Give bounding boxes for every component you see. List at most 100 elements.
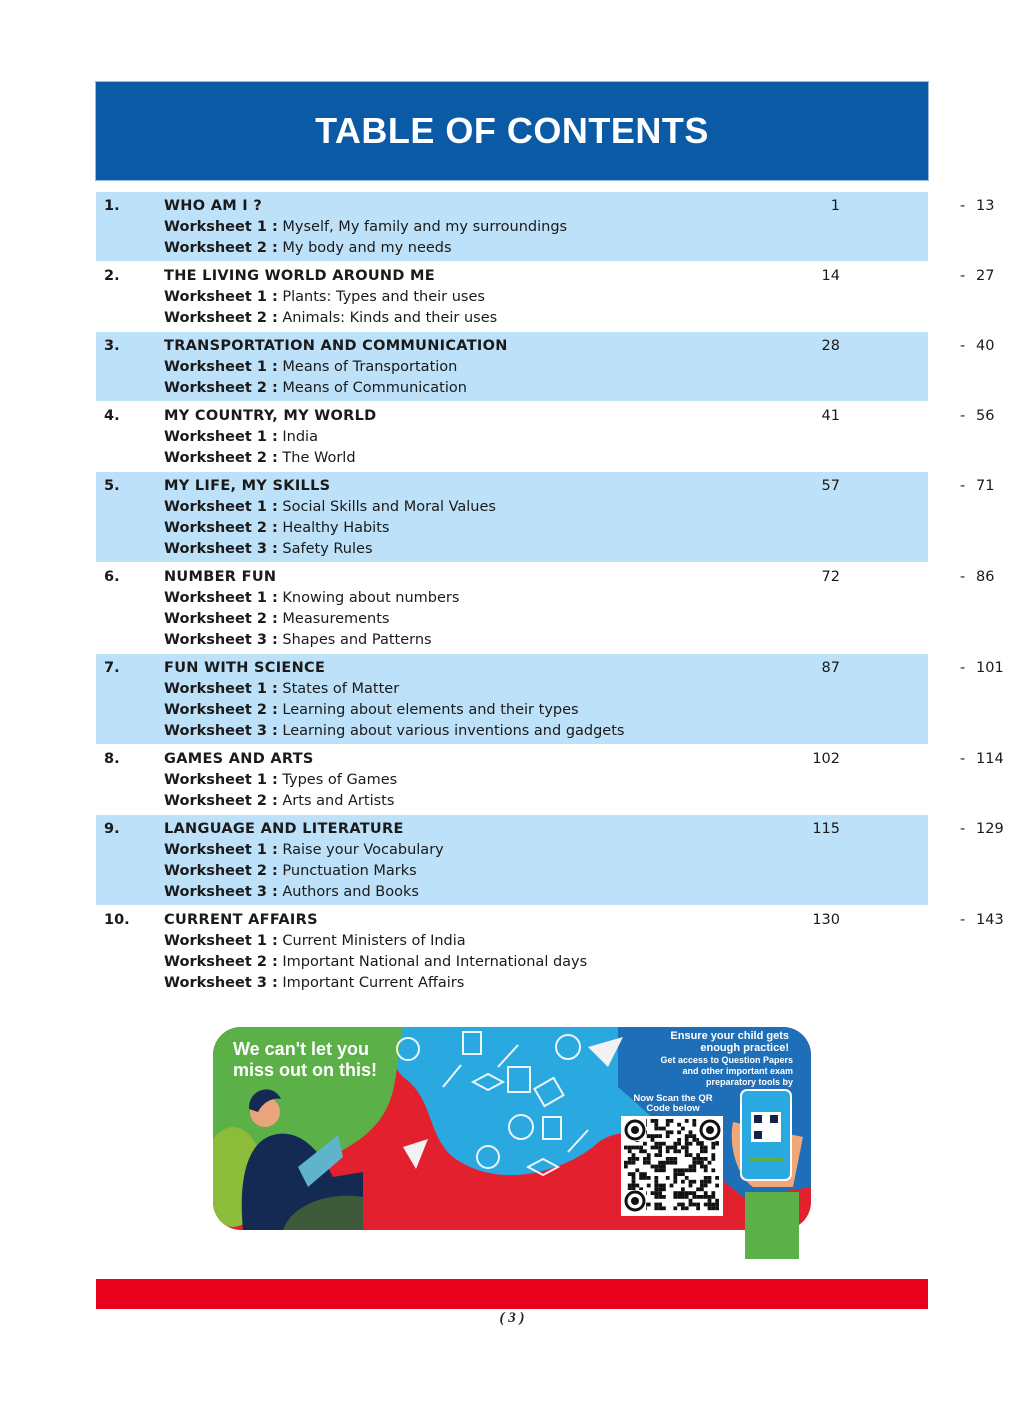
toc-row[interactable]: 8. GAMES AND ARTS Worksheet 1 : Types of … <box>96 744 1004 814</box>
worksheet-label: Worksheet 1 : <box>164 289 278 305</box>
worksheet-item[interactable]: Worksheet 2 : My body and my needs <box>164 240 928 261</box>
toc-row[interactable]: 9. LANGUAGE AND LITERATURE Worksheet 1 : … <box>96 814 1004 905</box>
worksheet-item[interactable]: Worksheet 2 : Measurements <box>164 611 928 632</box>
footer-red-bar <box>96 1279 928 1309</box>
worksheet-title: Important National and International day… <box>282 954 588 970</box>
worksheet-label: Worksheet 1 : <box>164 772 278 788</box>
page-title: TABLE OF CONTENTS <box>315 110 709 151</box>
page-start: 41 <box>821 408 840 424</box>
worksheet-title: Arts and Artists <box>282 793 395 809</box>
worksheet-item[interactable]: Worksheet 1 : Social Skills and Moral Va… <box>164 499 928 520</box>
page-range-dash: - <box>960 569 966 585</box>
worksheet-label: Worksheet 3 : <box>164 632 278 648</box>
worksheet-title: My body and my needs <box>282 240 452 256</box>
worksheet-item[interactable]: Worksheet 3 : Learning about various inv… <box>164 723 928 744</box>
worksheet-title: Social Skills and Moral Values <box>282 499 496 515</box>
worksheet-label: Worksheet 2 : <box>164 380 278 396</box>
chapter-number: 4. <box>104 408 120 424</box>
chapter-title[interactable]: LANGUAGE AND LITERATURE <box>164 821 404 837</box>
toc-row[interactable]: 7. FUN WITH SCIENCE Worksheet 1 : States … <box>96 653 1004 744</box>
worksheet-item[interactable]: Worksheet 2 : Learning about elements an… <box>164 702 928 723</box>
worksheet-item[interactable]: Worksheet 1 : Means of Transportation <box>164 359 928 380</box>
page-end: 114 <box>976 751 1004 767</box>
worksheet-item[interactable]: Worksheet 2 : Punctuation Marks <box>164 863 928 884</box>
page-range-dash: - <box>960 751 966 767</box>
worksheet-title: Learning about elements and their types <box>282 702 579 718</box>
worksheet-item[interactable]: Worksheet 2 : Arts and Artists <box>164 793 928 814</box>
worksheet-label: Worksheet 2 : <box>164 954 278 970</box>
worksheet-item[interactable]: Worksheet 2 : Important National and Int… <box>164 954 928 975</box>
worksheet-item[interactable]: Worksheet 3 : Shapes and Patterns <box>164 632 928 653</box>
worksheet-label: Worksheet 2 : <box>164 702 278 718</box>
page-start: 102 <box>812 751 840 767</box>
chapter-title[interactable]: MY COUNTRY, MY WORLD <box>164 408 377 424</box>
toc-row[interactable]: 4. MY COUNTRY, MY WORLD Worksheet 1 : Ind… <box>96 401 994 471</box>
worksheet-label: Worksheet 3 : <box>164 884 278 900</box>
page-start: 72 <box>821 569 840 585</box>
toc-row[interactable]: 5. MY LIFE, MY SKILLS Worksheet 1 : Socia… <box>96 471 994 562</box>
worksheet-item[interactable]: Worksheet 1 : Myself, My family and my s… <box>164 219 928 240</box>
worksheet-item[interactable]: Worksheet 3 : Authors and Books <box>164 884 928 905</box>
worksheet-item[interactable]: Worksheet 2 : Healthy Habits <box>164 520 928 541</box>
chapter-title[interactable]: CURRENT AFFAIRS <box>164 912 318 928</box>
chapter-title[interactable]: TRANSPORTATION AND COMMUNICATION <box>164 338 508 354</box>
worksheet-label: Worksheet 3 : <box>164 975 278 991</box>
worksheet-label: Worksheet 3 : <box>164 541 278 557</box>
worksheet-item[interactable]: Worksheet 2 : Animals: Kinds and their u… <box>164 310 928 331</box>
worksheet-label: Worksheet 1 : <box>164 499 278 515</box>
boy-reading-illustration <box>241 1089 363 1230</box>
worksheet-item[interactable]: Worksheet 2 : The World <box>164 450 928 471</box>
worksheet-title: Punctuation Marks <box>282 863 417 879</box>
worksheet-item[interactable]: Worksheet 1 : Current Ministers of India <box>164 933 928 954</box>
page-range-dash: - <box>960 408 966 424</box>
page-end: 13 <box>976 198 995 214</box>
toc-row[interactable]: 3. TRANSPORTATION AND COMMUNICATION Works… <box>96 331 994 401</box>
worksheet-title: Means of Transportation <box>282 359 458 375</box>
chapter-title[interactable]: FUN WITH SCIENCE <box>164 660 326 676</box>
page-end: 27 <box>976 268 995 284</box>
worksheet-label: Worksheet 2 : <box>164 450 278 466</box>
promo-banner: We can't let you miss out on this! Ensur… <box>213 1027 811 1259</box>
banner-cyan-area <box>383 1027 663 1176</box>
worksheet-label: Worksheet 2 : <box>164 520 278 536</box>
worksheet-item[interactable]: Worksheet 1 : India <box>164 429 928 450</box>
toc-row[interactable]: 1. WHO AM I ? Worksheet 1 : Myself, My fa… <box>96 192 994 261</box>
toc-row[interactable]: 2. THE LIVING WORLD AROUND ME Worksheet 1… <box>96 261 994 331</box>
chapter-number: 7. <box>104 660 120 676</box>
chapter-title[interactable]: GAMES AND ARTS <box>164 751 314 767</box>
worksheet-item[interactable]: Worksheet 1 : Types of Games <box>164 772 928 793</box>
toc-row[interactable]: 10. CURRENT AFFAIRS Worksheet 1 : Current… <box>96 905 1004 996</box>
worksheet-item[interactable]: Worksheet 1 : Knowing about numbers <box>164 590 928 611</box>
page-start: 130 <box>812 912 840 928</box>
worksheet-item[interactable]: Worksheet 1 : States of Matter <box>164 681 928 702</box>
page-start: 14 <box>821 268 840 284</box>
chapter-title[interactable]: NUMBER FUN <box>164 569 277 585</box>
chapter-title[interactable]: THE LIVING WORLD AROUND ME <box>164 268 435 284</box>
chapter-title[interactable]: WHO AM I ? <box>164 198 263 214</box>
phone-in-hand-illustration <box>731 1089 803 1259</box>
toc-row[interactable]: 6. NUMBER FUN Worksheet 1 : Knowing about… <box>96 562 994 653</box>
chapter-title[interactable]: MY LIFE, MY SKILLS <box>164 478 331 494</box>
worksheet-item[interactable]: Worksheet 3 : Safety Rules <box>164 541 928 562</box>
page-end: 40 <box>976 338 995 354</box>
worksheet-item[interactable]: Worksheet 1 : Raise your Vocabulary <box>164 842 928 863</box>
page-range-dash: - <box>960 912 966 928</box>
worksheet-label: Worksheet 2 : <box>164 863 278 879</box>
chapter-number: 10. <box>104 912 130 928</box>
worksheet-item[interactable]: Worksheet 2 : Means of Communication <box>164 380 928 401</box>
page-number: ( 3 ) <box>499 1310 525 1326</box>
worksheet-title: Means of Communication <box>282 380 467 396</box>
qr-code[interactable] <box>621 1116 723 1216</box>
banner-headline: We can't let you <box>233 1039 369 1059</box>
paper-plane-icon <box>403 1139 428 1169</box>
worksheet-label: Worksheet 2 : <box>164 793 278 809</box>
banner-scan-text: Code below <box>646 1103 700 1114</box>
worksheet-label: Worksheet 1 : <box>164 842 278 858</box>
banner-promo-line: and other important exam <box>682 1066 793 1076</box>
page-start: 28 <box>821 338 840 354</box>
worksheet-item[interactable]: Worksheet 3 : Important Current Affairs <box>164 975 928 996</box>
paper-plane-icon <box>588 1037 623 1067</box>
page-start: 57 <box>821 478 840 494</box>
worksheet-item[interactable]: Worksheet 1 : Plants: Types and their us… <box>164 289 928 310</box>
